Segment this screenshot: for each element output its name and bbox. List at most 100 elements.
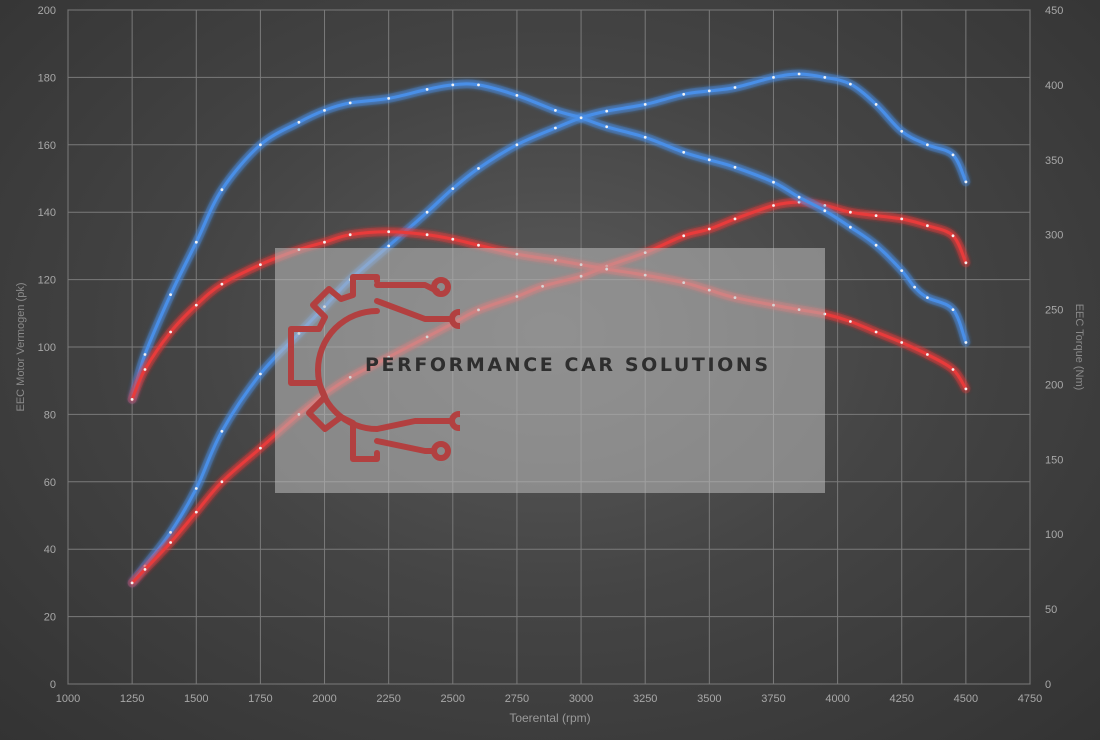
data-point	[926, 143, 929, 147]
data-point	[297, 120, 301, 124]
data-point	[451, 237, 455, 241]
data-point	[643, 103, 647, 106]
y-tick-label: 100	[38, 342, 56, 354]
data-point	[194, 240, 198, 244]
y2-tick-label: 350	[1045, 155, 1063, 167]
data-point	[951, 308, 955, 311]
data-point	[169, 541, 173, 544]
data-point	[425, 233, 429, 237]
x-tick-label: 3000	[569, 693, 593, 705]
data-point	[682, 234, 686, 238]
data-point	[643, 135, 647, 139]
data-point	[194, 487, 198, 490]
data-point	[130, 398, 134, 401]
data-point	[387, 230, 391, 234]
data-point	[348, 233, 352, 237]
data-point	[707, 227, 711, 231]
data-point	[259, 372, 262, 376]
data-point	[772, 180, 775, 184]
axis-ticks: 1000 1250 1500 1750 2000 2250 2500 2750 3000 3250…	[38, 5, 1064, 705]
x-tick-label: 4250	[889, 693, 913, 705]
data-point	[143, 353, 147, 356]
data-point	[220, 429, 224, 433]
y2-axis-title: EEC Torque (Nm)	[1073, 304, 1085, 391]
series-3	[127, 79, 971, 404]
x-tick-label: 2750	[505, 693, 529, 705]
data-point	[554, 109, 557, 112]
y2-tick-label: 250	[1045, 305, 1063, 317]
data-point	[515, 143, 519, 147]
data-point	[451, 187, 455, 191]
data-point	[797, 200, 801, 204]
x-tick-label: 1000	[56, 693, 80, 705]
y-axis-title: EEC Motor Vermogen (pk)	[15, 283, 27, 412]
data-point	[143, 568, 147, 571]
y2-tick-label: 400	[1045, 80, 1063, 92]
y-tick-label: 0	[50, 679, 56, 691]
data-point	[220, 282, 224, 286]
data-point	[874, 214, 878, 218]
data-point	[451, 83, 455, 87]
data-point	[964, 341, 968, 344]
y2-tick-label: 200	[1045, 379, 1063, 391]
y-tick-label: 180	[38, 72, 56, 84]
x-tick-label: 3250	[633, 693, 657, 705]
data-point	[130, 581, 134, 585]
data-point	[849, 82, 852, 86]
data-point	[913, 285, 916, 289]
y-tick-label: 40	[44, 544, 56, 556]
data-point	[323, 240, 326, 244]
y-tick-label: 20	[44, 612, 56, 624]
data-point	[874, 330, 878, 334]
data-point	[554, 126, 557, 130]
data-point	[849, 320, 852, 323]
data-point	[169, 293, 173, 296]
data-point	[387, 244, 391, 248]
data-point	[220, 188, 224, 192]
y-tick-label: 60	[44, 477, 56, 489]
series-line	[130, 72, 968, 585]
data-point	[169, 330, 173, 334]
data-point	[874, 243, 878, 247]
data-point	[772, 204, 775, 207]
y2-tick-label: 50	[1045, 604, 1057, 616]
data-point	[823, 76, 827, 79]
x-tick-label: 4500	[954, 693, 978, 705]
data-point	[951, 368, 955, 371]
y2-tick-label: 100	[1045, 529, 1063, 541]
y2-tick-label: 0	[1045, 679, 1051, 691]
data-point	[772, 76, 775, 79]
x-tick-label: 1250	[120, 693, 144, 705]
data-point	[900, 217, 904, 221]
data-point	[900, 341, 904, 344]
y2-tick-label: 450	[1045, 5, 1063, 17]
y-tick-label: 140	[38, 207, 56, 219]
data-point	[477, 167, 480, 170]
data-point	[926, 353, 929, 356]
data-point	[387, 97, 391, 100]
data-point	[425, 88, 429, 91]
data-point	[682, 150, 686, 154]
data-point	[733, 86, 737, 89]
data-point	[605, 109, 609, 113]
data-point	[515, 94, 519, 97]
x-tick-label: 1750	[248, 693, 272, 705]
data-point	[194, 303, 198, 307]
data-point	[169, 531, 173, 534]
data-point	[477, 243, 480, 247]
data-point	[964, 387, 968, 391]
data-point	[964, 261, 968, 265]
y2-tick-label: 300	[1045, 230, 1063, 242]
data-point	[259, 143, 262, 147]
data-point	[220, 480, 224, 484]
x-tick-label: 4750	[1018, 693, 1042, 705]
data-point	[579, 116, 583, 120]
brand-name: PERFORMANCE CAR SOLUTIONS	[365, 354, 771, 376]
x-tick-label: 3750	[761, 693, 785, 705]
data-point	[849, 210, 852, 214]
x-tick-label: 3500	[697, 693, 721, 705]
y-tick-label: 120	[38, 275, 56, 287]
y2-tick-label: 150	[1045, 454, 1063, 466]
y-tick-label: 160	[38, 140, 56, 152]
